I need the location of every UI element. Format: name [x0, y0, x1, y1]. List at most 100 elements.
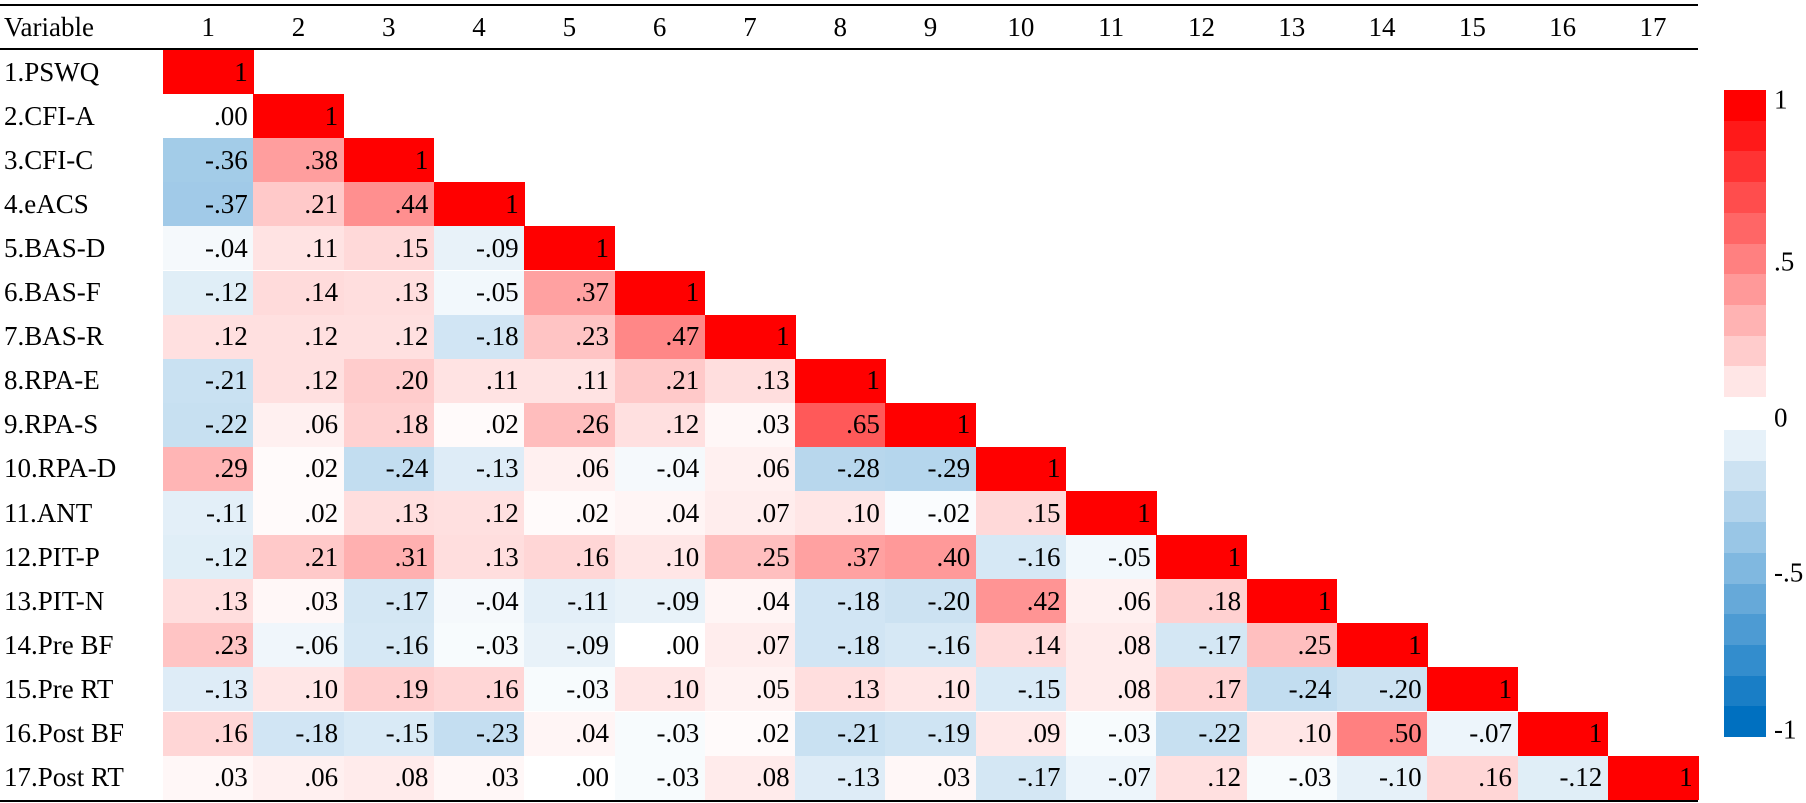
legend-step	[1724, 706, 1766, 738]
legend-step	[1724, 583, 1766, 615]
corr-cell: .07	[704, 623, 796, 668]
legend-step	[1724, 335, 1766, 367]
corr-cell: .26	[524, 402, 615, 447]
corr-cell: .07	[704, 491, 796, 536]
corr-cell: -.05	[1066, 535, 1157, 580]
corr-cell: -.16	[975, 535, 1067, 580]
corr-cell: 1	[1427, 667, 1518, 712]
corr-cell: .04	[524, 711, 615, 756]
corr-cell: .21	[253, 182, 345, 227]
row-label: 9.RPA-S	[4, 409, 99, 440]
corr-cell: -.20	[885, 579, 977, 624]
corr-cell: .18	[343, 402, 435, 447]
row-label: 11.ANT	[4, 497, 93, 528]
legend-label: -.5	[1774, 557, 1804, 588]
corr-cell: .06	[524, 446, 615, 491]
corr-cell: .23	[163, 623, 254, 668]
corr-cell: 1	[614, 270, 706, 315]
row-label: 14.Pre BF	[4, 629, 114, 660]
header-cell: 15	[1458, 11, 1486, 42]
corr-cell: -.24	[343, 446, 435, 491]
corr-cell: .13	[163, 579, 254, 624]
corr-cell: .09	[975, 711, 1067, 756]
corr-cell: 1	[433, 182, 525, 227]
corr-cell: .12	[163, 314, 254, 359]
legend-step	[1724, 460, 1766, 492]
corr-cell: -.23	[433, 711, 525, 756]
corr-cell: -.06	[253, 623, 345, 668]
header-cell: 16	[1549, 11, 1577, 42]
corr-cell: .15	[343, 226, 435, 271]
corr-cell: .13	[343, 270, 435, 315]
corr-cell: 1	[1517, 711, 1609, 756]
corr-cell: 1	[885, 402, 977, 447]
corr-cell: .05	[704, 667, 796, 712]
corr-cell: .12	[1156, 755, 1248, 800]
corr-cell: .21	[614, 358, 706, 403]
corr-cell: -.07	[1066, 755, 1157, 800]
corr-cell: .37	[795, 535, 886, 580]
legend-step	[1724, 243, 1766, 275]
corr-cell: 1	[1066, 491, 1157, 536]
corr-cell: -.03	[433, 623, 525, 668]
legend-step	[1724, 120, 1766, 152]
corr-cell: 1	[1156, 535, 1248, 580]
corr-cell: -.09	[433, 226, 525, 271]
corr-cell: -.12	[163, 270, 254, 315]
corr-cell: -.02	[885, 491, 977, 536]
corr-cell: 1	[253, 94, 345, 139]
header-cell: 14	[1368, 11, 1396, 42]
corr-cell: .03	[433, 755, 525, 800]
header-cell: 13	[1278, 11, 1306, 42]
corr-cell: .06	[253, 402, 345, 447]
corr-cell: .47	[614, 314, 706, 359]
corr-cell: .08	[1066, 667, 1157, 712]
corr-cell: .10	[614, 535, 706, 580]
corr-cell: -.17	[975, 755, 1067, 800]
corr-cell: .03	[253, 579, 345, 624]
corr-cell: .16	[433, 667, 525, 712]
corr-cell: .21	[253, 535, 345, 580]
corr-cell: .16	[163, 711, 254, 756]
corr-cell: -.03	[614, 711, 706, 756]
corr-cell: .03	[885, 755, 977, 800]
header-cell: 12	[1187, 11, 1215, 42]
corr-cell: .23	[524, 314, 615, 359]
legend-label: -1	[1774, 714, 1797, 745]
corr-cell: .11	[524, 358, 615, 403]
legend-step	[1724, 366, 1766, 398]
corr-cell: .00	[163, 94, 254, 139]
header-cell: 5	[562, 11, 577, 42]
corr-cell: -.04	[163, 226, 254, 271]
corr-cell: -.22	[1156, 711, 1248, 756]
corr-cell: .08	[343, 755, 435, 800]
top-rule	[0, 4, 1698, 6]
corr-cell: .31	[343, 535, 435, 580]
row-label: 6.BAS-F	[4, 277, 101, 308]
header-cell: 6	[652, 11, 667, 42]
corr-cell: .25	[704, 535, 796, 580]
corr-cell: -.37	[163, 182, 254, 227]
header-cell: 10	[1007, 11, 1035, 42]
corr-cell: -.36	[163, 138, 254, 183]
legend-step	[1724, 522, 1766, 554]
corr-cell: .08	[1066, 623, 1157, 668]
legend-step	[1724, 430, 1766, 462]
corr-cell: -.29	[885, 446, 977, 491]
corr-cell: .65	[795, 402, 886, 447]
corr-cell: .04	[614, 491, 706, 536]
header-cell: 1	[201, 11, 215, 42]
corr-cell: -.12	[1517, 755, 1609, 800]
legend-label: 1	[1774, 84, 1788, 115]
corr-cell: -.09	[614, 579, 706, 624]
corr-cell: .04	[704, 579, 796, 624]
row-label: 5.BAS-D	[4, 232, 106, 263]
corr-cell: -.13	[795, 755, 886, 800]
header-rule	[0, 48, 1698, 50]
corr-cell: .12	[253, 314, 345, 359]
corr-cell: .12	[614, 402, 706, 447]
corr-cell: 1	[343, 138, 435, 183]
legend-step	[1724, 552, 1766, 584]
corr-cell: -.04	[614, 446, 706, 491]
corr-cell: .00	[524, 755, 615, 800]
